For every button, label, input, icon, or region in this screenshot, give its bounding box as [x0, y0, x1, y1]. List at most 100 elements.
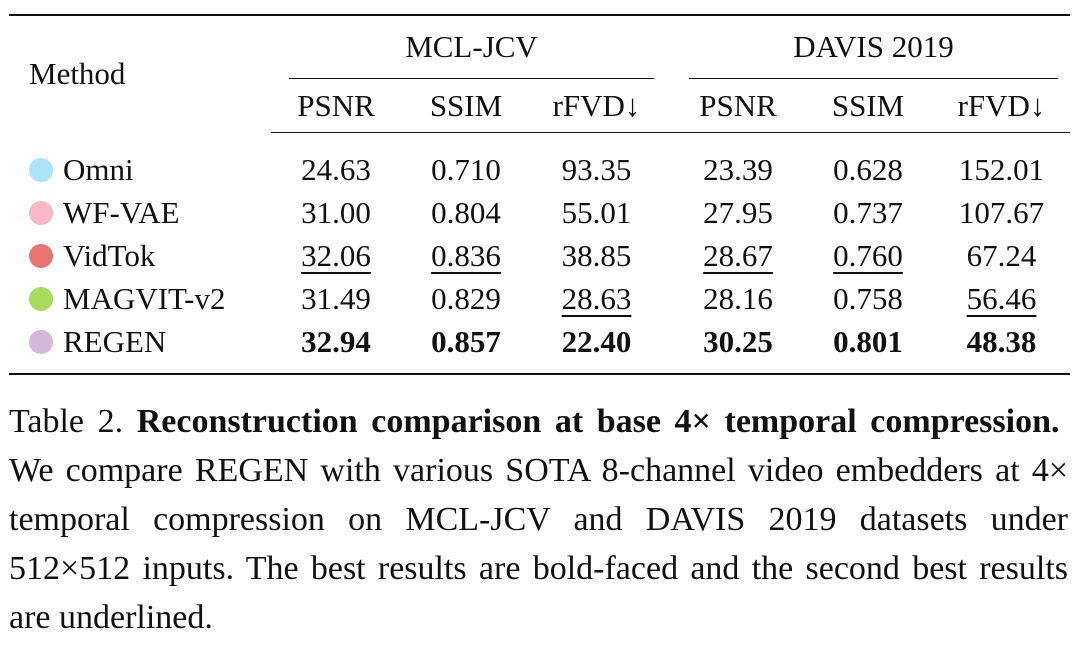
- value: 0.758: [833, 281, 903, 316]
- value: 0.710: [431, 152, 501, 187]
- value-cell: 0.829: [401, 277, 531, 320]
- value: 67.24: [966, 238, 1037, 273]
- value: 23.39: [703, 152, 773, 187]
- caption-label: Table 2.: [9, 403, 124, 440]
- value-cell: 28.16: [673, 277, 803, 320]
- value-cell: 32.06: [271, 234, 401, 277]
- value-cell: 24.63: [271, 133, 401, 192]
- value-cell: 38.85: [531, 234, 662, 277]
- method-cell: VidTok: [9, 234, 271, 277]
- value: 152.01: [958, 152, 1045, 187]
- value-cell: 0.836: [401, 234, 531, 277]
- group-header: DAVIS 2019: [673, 15, 1070, 79]
- spacer: [662, 234, 673, 277]
- value-cell: 93.35: [531, 133, 662, 192]
- table-row: Omni 24.63 0.710 93.35 23.39 0.628 152.01: [9, 133, 1070, 192]
- value-cell: 0.737: [803, 191, 933, 234]
- method-name: REGEN: [63, 324, 167, 359]
- value: 28.67: [703, 238, 773, 273]
- method-dot: [29, 157, 53, 182]
- column-header: rFVD↓: [933, 79, 1071, 133]
- caption-title: Reconstruction comparison at base 4× tem…: [136, 403, 1060, 440]
- value: 107.67: [958, 195, 1045, 230]
- value-cell: 0.710: [401, 133, 531, 192]
- value: 0.857: [431, 324, 501, 359]
- value: 28.63: [561, 281, 632, 316]
- value: 31.00: [301, 195, 371, 230]
- method-cell: REGEN: [9, 320, 271, 374]
- method-name: VidTok: [63, 238, 156, 273]
- value: 30.25: [703, 324, 773, 359]
- value-cell: 0.857: [401, 320, 531, 374]
- value: 28.16: [703, 281, 773, 316]
- method-cell: MAGVIT-v2: [9, 277, 271, 320]
- value: 0.836: [431, 238, 501, 273]
- value-cell: 28.63: [531, 277, 662, 320]
- value: 32.94: [301, 324, 371, 359]
- spacer: [662, 320, 673, 374]
- value-cell: 107.67: [933, 191, 1070, 234]
- value: 24.63: [301, 152, 371, 187]
- table-row: WF-VAE 31.00 0.804 55.01 27.95 0.737 107.67: [9, 191, 1070, 234]
- method-name: WF-VAE: [63, 195, 180, 230]
- value: 0.737: [833, 195, 903, 230]
- results-table: Method MCL-JCV DAVIS 2019 PSNR SSIM rFVD…: [9, 14, 1071, 375]
- value-cell: 32.94: [271, 320, 401, 374]
- spacer: [662, 191, 673, 234]
- value: 93.35: [561, 152, 632, 187]
- value: 0.829: [431, 281, 501, 316]
- value: 0.628: [833, 152, 903, 187]
- value-cell: 0.804: [401, 191, 531, 234]
- method-dot: [29, 201, 53, 225]
- value-cell: 31.00: [271, 191, 401, 234]
- value-cell: 0.758: [803, 277, 933, 320]
- value: 32.06: [301, 238, 371, 273]
- method-dot: [29, 330, 53, 354]
- method-name: MAGVIT-v2: [63, 281, 226, 316]
- value: 56.46: [966, 281, 1037, 316]
- value: 0.804: [431, 195, 501, 230]
- column-header: rFVD↓: [531, 79, 663, 133]
- value: 22.40: [561, 324, 632, 359]
- value-cell: 23.39: [673, 133, 803, 192]
- table-row: REGEN 32.94 0.857 22.40 30.25 0.801 48.38: [9, 320, 1070, 374]
- table-body: Omni 24.63 0.710 93.35 23.39 0.628 152.01 WF-VA…: [9, 133, 1070, 375]
- value-cell: 27.95: [673, 191, 803, 234]
- value: 31.49: [301, 281, 371, 316]
- value-cell: 48.38: [933, 320, 1070, 374]
- caption: Table 2. Reconstruction comparison at ba…: [9, 397, 1068, 642]
- value-cell: 67.24: [933, 234, 1070, 277]
- value: 38.85: [561, 238, 632, 273]
- value-cell: 22.40: [531, 320, 662, 374]
- column-header: SSIM: [401, 79, 531, 133]
- group-label: MCL-JCV: [289, 16, 655, 79]
- value-cell: 55.01: [531, 191, 662, 234]
- method-dot: [29, 244, 53, 268]
- method-cell: WF-VAE: [9, 191, 271, 234]
- group-label: DAVIS 2019: [689, 16, 1059, 79]
- group-header: MCL-JCV: [271, 15, 662, 79]
- method-dot: [29, 287, 53, 311]
- column-header: PSNR: [673, 79, 804, 133]
- column-header: PSNR: [271, 79, 401, 133]
- value-cell: 152.01: [933, 133, 1070, 192]
- value-cell: 0.628: [803, 133, 933, 192]
- caption-body: We compare REGEN with various SOTA 8-cha…: [9, 452, 1068, 636]
- value-cell: 28.67: [673, 234, 803, 277]
- column-header: SSIM: [803, 79, 934, 133]
- method-header: Method: [29, 56, 126, 92]
- method-name: Omni: [63, 151, 134, 187]
- value: 0.801: [833, 324, 903, 359]
- value-cell: 30.25: [673, 320, 803, 374]
- value-cell: 56.46: [933, 277, 1070, 320]
- value: 0.760: [833, 238, 903, 273]
- method-cell: Omni: [9, 133, 271, 192]
- value-cell: 31.49: [271, 277, 401, 320]
- value-cell: 0.760: [803, 234, 933, 277]
- value-cell: 0.801: [803, 320, 933, 374]
- value: 27.95: [703, 195, 773, 230]
- spacer: [662, 277, 673, 320]
- table-row: MAGVIT-v2 31.49 0.829 28.63 28.16 0.758 56.46: [9, 277, 1070, 320]
